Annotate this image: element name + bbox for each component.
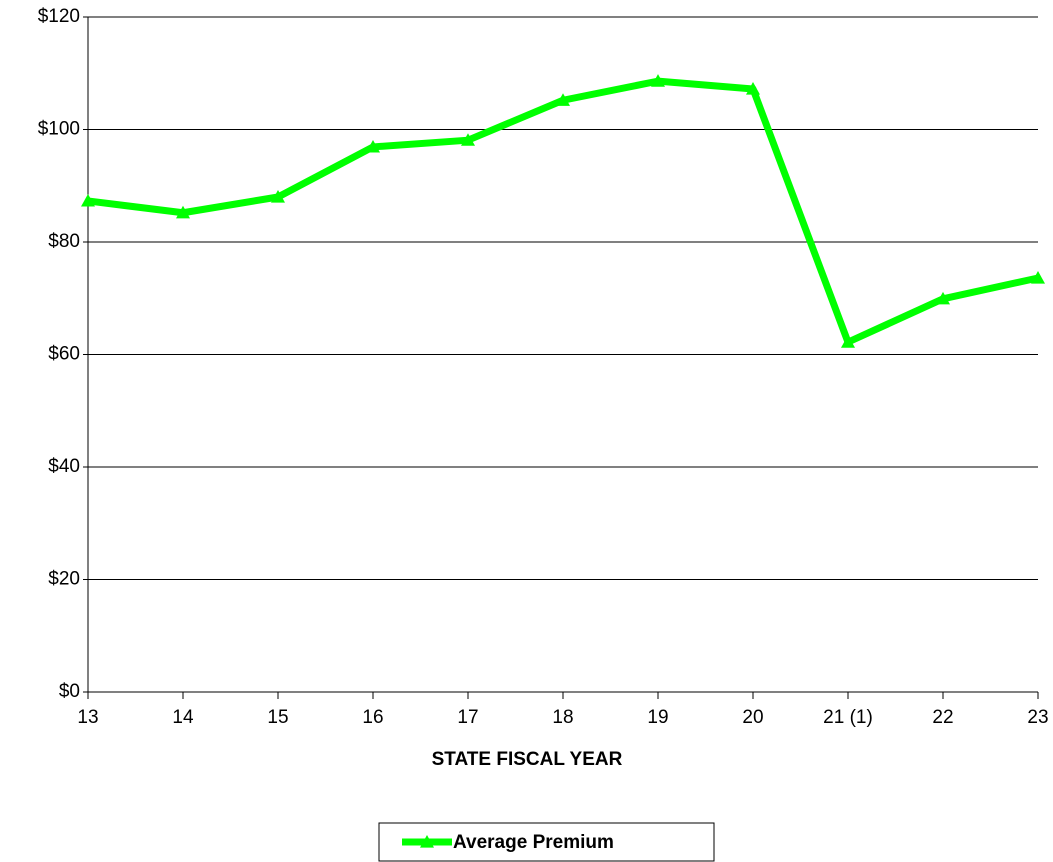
y-tick-label: $80 <box>48 231 80 252</box>
y-tick-label: $60 <box>48 344 80 365</box>
y-tick-label: $120 <box>38 6 80 27</box>
data-point <box>556 93 570 106</box>
data-point <box>1031 271 1045 284</box>
data-point <box>651 74 665 87</box>
y-tick-label: $0 <box>59 681 80 702</box>
x-tick-label: 22 <box>932 707 953 728</box>
data-point <box>746 82 760 95</box>
x-tick-label: 16 <box>362 707 383 728</box>
x-tick-label: 18 <box>552 707 573 728</box>
x-tick-label: 23 <box>1027 707 1048 728</box>
data-point <box>271 190 285 203</box>
data-point <box>81 193 95 207</box>
x-tick-label: 13 <box>77 707 98 728</box>
x-tick-label: 21 (1) <box>823 707 873 728</box>
y-tick-label: $100 <box>38 119 80 140</box>
y-tick-label: $20 <box>48 569 80 590</box>
x-axis-label: STATE FISCAL YEAR <box>432 749 623 770</box>
data-point <box>461 133 475 146</box>
data-line <box>87 77 1039 346</box>
x-tick-label: 20 <box>742 707 763 728</box>
x-tick-label: 15 <box>267 707 288 728</box>
data-point <box>366 139 380 153</box>
x-tick-label: 17 <box>457 707 478 728</box>
legend-marker <box>420 835 434 848</box>
x-tick-label: 19 <box>647 707 668 728</box>
data-point <box>841 335 855 348</box>
x-tick-label: 14 <box>172 707 194 728</box>
data-point <box>176 205 190 219</box>
legend: Average Premium <box>378 822 715 862</box>
legend-label: Average Premium <box>453 832 614 853</box>
data-point <box>936 291 950 305</box>
y-tick-label: $40 <box>48 456 80 477</box>
